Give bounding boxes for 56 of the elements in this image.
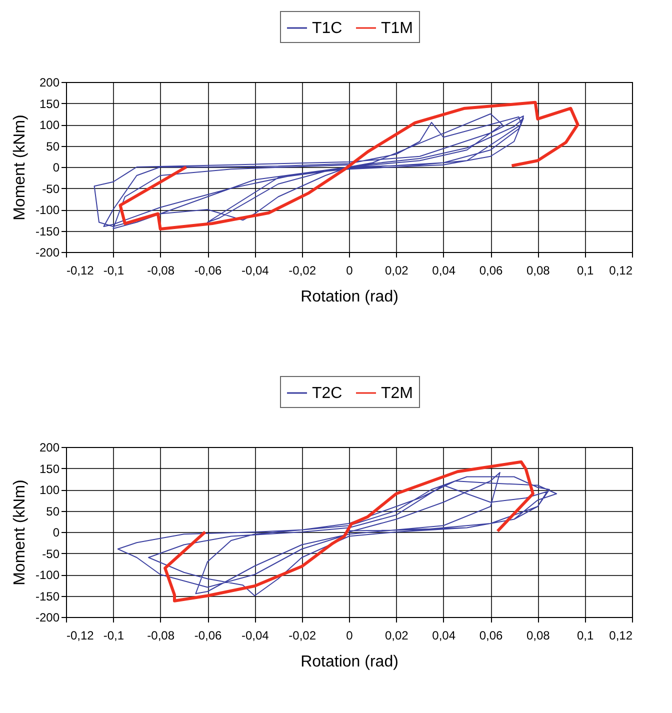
x-tick-label: -0,02	[288, 264, 316, 278]
y-tick-label: 50	[46, 504, 60, 518]
x-tick-label: 0,08	[526, 264, 550, 278]
y-tick-label: 0	[52, 160, 60, 174]
y-tick-label: 50	[46, 139, 60, 154]
x-tick-label: 0,04	[432, 628, 456, 642]
x-tick-label: 0,02	[384, 628, 409, 642]
x-tick-label: 0,12	[609, 264, 633, 278]
x-tick-label: 0	[346, 628, 354, 642]
x-tick-label: -0,02	[288, 628, 316, 642]
x-tick-label: 0,08	[526, 628, 550, 642]
x-tick-label: -0,12	[66, 264, 94, 278]
x-tick-label: -0,04	[241, 628, 270, 642]
y-tick-label: -100	[35, 568, 60, 582]
y-tick-label: 200	[39, 76, 60, 90]
y-axis-title: Moment (kNm)	[11, 114, 28, 220]
x-tick-label: 0,12	[609, 628, 633, 642]
y-tick-label: -150	[35, 224, 60, 238]
y-axis-title: Moment (kNm)	[11, 480, 28, 586]
line-series	[118, 100, 580, 231]
x-axis-title: Rotation (rad)	[300, 288, 398, 306]
line-series	[164, 460, 534, 602]
y-tick-label: -100	[35, 203, 60, 217]
y-tick-label: 100	[39, 483, 60, 497]
x-tick-label: -0,06	[194, 628, 222, 642]
x-tick-label: -0,1	[103, 264, 124, 278]
x-tick-label: 0,1	[576, 628, 594, 642]
line-series	[94, 113, 524, 230]
legend-label: T1M	[381, 20, 413, 37]
x-tick-label: 0,02	[384, 264, 409, 278]
x-tick-label: 0,04	[432, 264, 456, 278]
x-tick-label: -0,1	[103, 628, 124, 642]
y-tick-label: 0	[52, 526, 60, 540]
y-tick-label: -150	[35, 589, 60, 604]
x-tick-label: -0,08	[147, 264, 175, 278]
legend-label: T2C	[312, 385, 342, 402]
y-tick-label: -50	[42, 546, 60, 561]
x-tick-label: -0,06	[194, 264, 222, 278]
legend-label: T1C	[312, 20, 342, 37]
line-series	[117, 472, 558, 596]
y-tick-label: 150	[39, 96, 60, 111]
y-tick-label: -200	[35, 610, 60, 624]
x-tick-label: -0,12	[66, 628, 94, 642]
x-tick-label: -0,08	[147, 628, 175, 642]
legend-label: T2M	[381, 385, 413, 402]
y-tick-label: 100	[39, 118, 60, 132]
x-axis-title: Rotation (rad)	[300, 654, 398, 670]
x-tick-label: 0,06	[479, 628, 503, 642]
x-tick-label: 0,1	[576, 264, 594, 278]
y-tick-label: 150	[39, 462, 60, 476]
x-tick-label: -0,04	[241, 264, 270, 278]
x-tick-label: 0,06	[479, 264, 503, 278]
y-tick-label: -50	[42, 182, 60, 196]
y-tick-label: 200	[39, 440, 60, 454]
x-tick-label: 0	[346, 264, 354, 278]
y-tick-label: -200	[35, 246, 60, 260]
